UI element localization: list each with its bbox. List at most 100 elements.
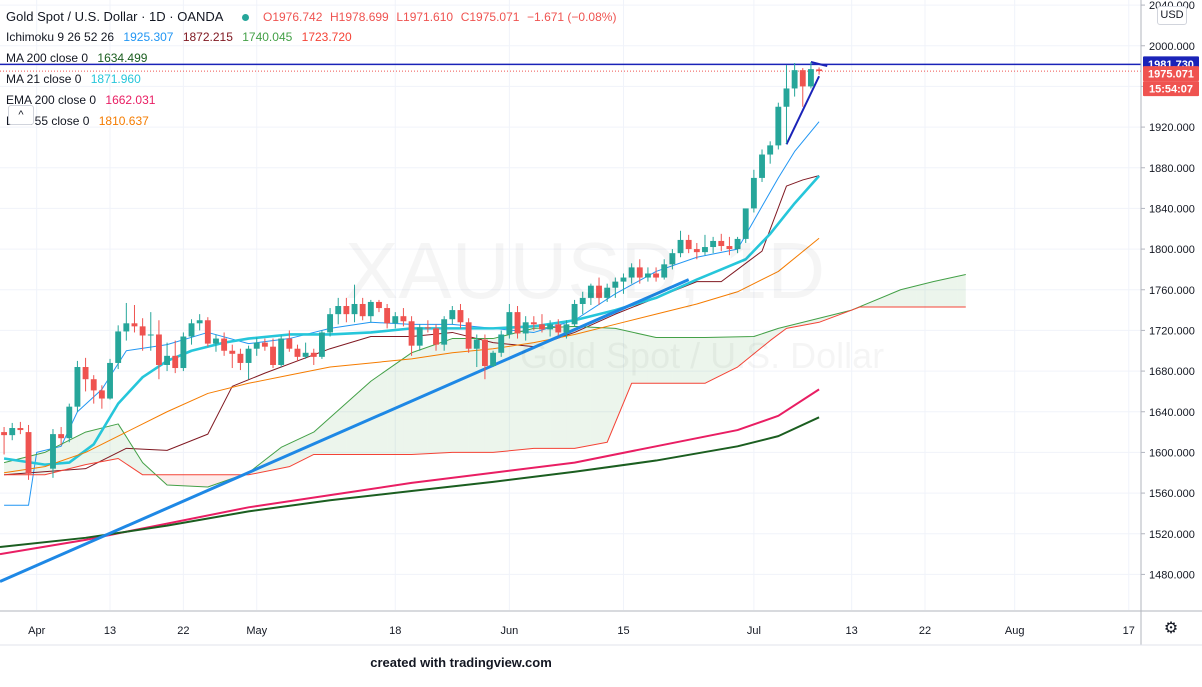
candle-body xyxy=(74,367,81,407)
series-ema-55 xyxy=(4,237,820,474)
cloud-segment xyxy=(594,327,600,445)
cloud-segment xyxy=(207,474,212,487)
ichimoku-label: Ichimoku 9 26 52 26 xyxy=(6,30,115,44)
cloud-segment xyxy=(195,474,200,487)
candle-body xyxy=(799,70,806,87)
candle-body xyxy=(416,327,423,346)
cloud-segment xyxy=(44,450,49,475)
ichimoku-cloud xyxy=(4,274,966,487)
series-ema-200 xyxy=(0,388,820,556)
cloud-segment xyxy=(537,327,542,449)
candle-body xyxy=(278,338,285,365)
candle-body xyxy=(139,326,146,336)
candle-body xyxy=(734,238,741,250)
cloud-segment xyxy=(423,347,428,454)
cloud-segment xyxy=(199,474,204,487)
x-tick-label: 22 xyxy=(177,625,189,637)
cloud-segment xyxy=(146,466,151,475)
cloud-segment xyxy=(69,438,74,469)
cloud-segment xyxy=(916,284,921,308)
candle-body xyxy=(604,287,611,298)
candle-body xyxy=(351,303,358,315)
candle-body xyxy=(98,390,105,399)
ma21-value: 1871.960 xyxy=(90,72,141,86)
price-label-box xyxy=(1143,66,1199,82)
legend-ma200[interactable]: MA 200 close 0 1634.499 xyxy=(6,48,616,69)
series-tenkan-sen xyxy=(4,121,820,506)
cloud-segment xyxy=(220,474,225,483)
legend-ema55[interactable]: EMA 55 close 0 1810.637 xyxy=(6,111,616,132)
cloud-segment xyxy=(892,291,897,308)
cloud-segment xyxy=(158,474,163,482)
ichimoku-span-b: 1723.720 xyxy=(301,30,352,44)
y-tick-label: 1880.000 xyxy=(1149,163,1195,175)
cloud-segment xyxy=(704,337,710,384)
candle-body xyxy=(294,348,301,357)
candle-body xyxy=(473,339,480,349)
cloud-segment xyxy=(321,421,326,455)
cloud-segment xyxy=(65,440,70,470)
cloud-segment xyxy=(623,330,628,403)
candle-body xyxy=(490,352,497,366)
series-kijun-sen xyxy=(4,175,820,476)
settings-gear-icon[interactable]: ⚙ xyxy=(1163,620,1179,637)
candle-body xyxy=(530,322,537,325)
cloud-segment xyxy=(933,280,938,308)
legend-ema200[interactable]: EMA 200 close 0 1662.031 xyxy=(6,90,616,111)
cloud-segment xyxy=(468,338,473,453)
candle-body xyxy=(253,342,260,349)
candle-body xyxy=(449,310,456,320)
cloud-segment xyxy=(546,327,551,449)
axes: 1480.000 1520.000 1560.000 1600.000 1640.000… xyxy=(0,0,1202,646)
symbol-title[interactable]: Gold Spot / U.S. Dollar · 1D · OANDA xyxy=(6,9,223,24)
cloud-segment xyxy=(700,337,705,384)
cloud-segment xyxy=(590,327,595,446)
cloud-segment xyxy=(163,474,168,485)
cloud-segment xyxy=(431,344,437,454)
candle-body xyxy=(58,434,65,439)
candle-body xyxy=(465,322,472,349)
candle-body xyxy=(661,264,668,278)
cloud-segment xyxy=(741,336,746,364)
cloud-segment xyxy=(354,392,359,455)
cloud-segment xyxy=(766,331,771,344)
candle-body xyxy=(539,324,545,330)
cloud-segment xyxy=(696,337,701,384)
cloud-segment xyxy=(603,327,608,444)
legend: Gold Spot / U.S. Dollar · 1D · OANDA O19… xyxy=(6,6,616,132)
x-tick-label: May xyxy=(246,625,267,637)
ohlc-low: L1971.610 xyxy=(396,10,454,24)
cloud-segment xyxy=(953,276,958,308)
cloud-segment xyxy=(729,336,734,372)
candle-body xyxy=(424,327,431,329)
cloud-segment xyxy=(448,338,453,453)
cloud-segment xyxy=(925,282,930,308)
cloud-segment xyxy=(464,338,469,453)
y-tick-label: 1480.000 xyxy=(1149,569,1195,581)
candle-body xyxy=(400,316,407,322)
cloud-segment xyxy=(513,332,518,451)
candle-body xyxy=(237,353,244,363)
candle-body xyxy=(750,177,757,209)
candle-body xyxy=(514,312,521,334)
legend-ichimoku[interactable]: Ichimoku 9 26 52 26 1925.307 1872.215 17… xyxy=(6,27,616,48)
ema200-value: 1662.031 xyxy=(105,93,156,107)
candle-body xyxy=(90,379,97,391)
cloud-segment xyxy=(101,427,106,462)
series-senkou-span-a xyxy=(3,274,966,488)
cloud-segment xyxy=(415,349,420,455)
collapse-legend-button[interactable]: ^ xyxy=(8,105,34,125)
candle-body xyxy=(718,240,725,247)
footer-credit: created with tradingview.com xyxy=(370,655,552,670)
candle-body xyxy=(82,367,89,380)
cloud-segment xyxy=(896,289,901,308)
currency-button[interactable]: USD xyxy=(1157,6,1187,25)
cloud-segment xyxy=(452,338,457,453)
candle-body xyxy=(115,331,122,363)
candle-body xyxy=(685,239,692,250)
cloud-segment xyxy=(619,329,624,413)
legend-ma21[interactable]: MA 21 close 0 1871.960 xyxy=(6,69,616,90)
cloud-segment xyxy=(497,336,502,453)
